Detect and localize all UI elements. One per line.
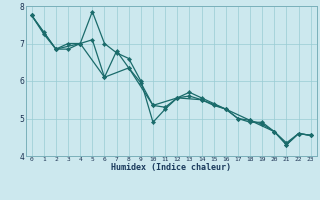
X-axis label: Humidex (Indice chaleur): Humidex (Indice chaleur) [111, 163, 231, 172]
